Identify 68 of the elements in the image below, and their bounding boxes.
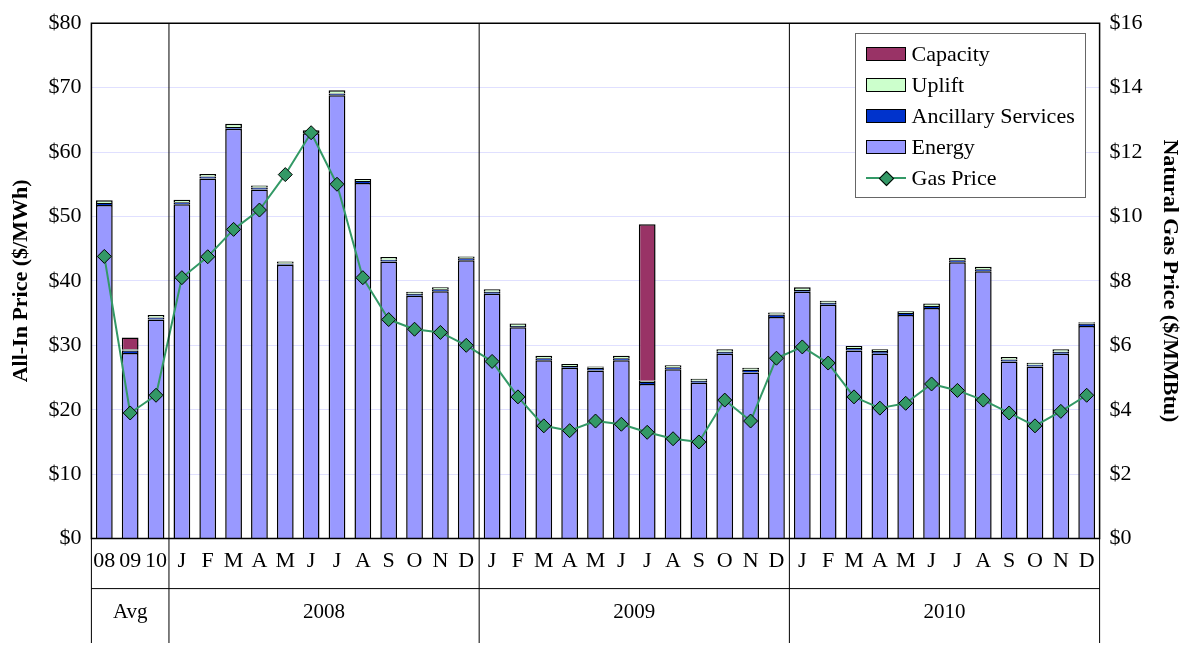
y2-tick-label: $8 [1109,266,1132,292]
y2-tick-label: $14 [1109,73,1143,99]
x-tick-label: J [927,546,937,572]
x-tick-label: F [822,546,835,572]
x-tick-label: D [1078,546,1095,572]
text: 2010 [923,599,966,624]
y-tick-label: $70 [48,73,82,99]
x-tick-label: A [665,546,682,572]
y2-tick-label: $2 [1109,459,1132,485]
legend-label: Uplift [911,71,965,100]
x-tick-label: M [275,546,296,572]
x-tick-label: J [332,546,342,572]
x-tick-label: O [1027,546,1043,572]
x-tick-label: M [844,546,864,572]
y2-tick-label: $12 [1109,137,1143,163]
x-tick-label: J [642,546,652,572]
y2-axis-title: Natural Gas Price ($/MMBtu) [1159,139,1185,423]
y-tick-label: $30 [48,331,82,357]
y-tick-label: $50 [48,202,82,228]
x-tick-label: M [534,546,554,572]
x-tick-label: A [354,546,371,572]
y2-tick-label: $0 [1109,524,1132,550]
x-tick-label: S [692,546,706,572]
y2-tick-label: $6 [1109,331,1132,357]
legend-label: Ancillary Services [911,102,1075,131]
x-tick-label: O [406,546,423,572]
x-tick-label: S [382,546,395,572]
x-tick-label: D [768,546,785,572]
x-tick-label: S [1003,546,1016,572]
y-tick-label: $10 [48,459,82,485]
y-tick-label: $20 [48,395,82,421]
x-tick-label: A [871,546,888,572]
x-tick-label: J [798,546,808,572]
x-tick-label: M [895,546,916,572]
x-tick-label: J [306,546,316,572]
x-tick-label: 08 [93,546,116,572]
text: Avg [112,599,148,624]
x-tick-label: 10 [145,546,168,572]
x-tick-label: N [432,546,449,572]
x-tick-label: 09 [119,546,142,572]
x-tick-label: N [742,546,759,572]
y-tick-label: $0 [59,524,82,550]
x-tick-label: J [617,546,627,572]
y-axis-title: All-In Price ($/MWh) [6,179,32,383]
legend-label: Energy [911,133,975,162]
y-tick-label: $60 [48,137,82,163]
x-tick-label: J [177,546,187,572]
y2-tick-label: $4 [1109,395,1132,421]
legend-label: Gas Price [911,164,997,193]
x-tick-label: A [975,546,992,572]
text: 2008 [303,599,346,624]
x-tick-label: F [511,546,525,572]
x-tick-label: N [1052,546,1069,572]
x-tick-label: A [251,546,268,572]
x-tick-label: M [223,546,244,572]
y-tick-label: $40 [48,266,82,292]
x-tick-label: J [953,546,963,572]
x-tick-label: O [716,546,733,572]
text: 2009 [613,599,656,624]
y2-tick-label: $10 [1109,202,1143,228]
x-tick-label: M [585,546,606,572]
y2-tick-label: $16 [1109,8,1143,34]
x-tick-label: J [487,546,497,572]
x-tick-label: F [201,546,214,572]
x-tick-label: D [458,546,475,572]
y-tick-label: $80 [48,8,82,34]
x-tick-label: A [561,546,578,572]
legend-label: Capacity [911,40,990,69]
